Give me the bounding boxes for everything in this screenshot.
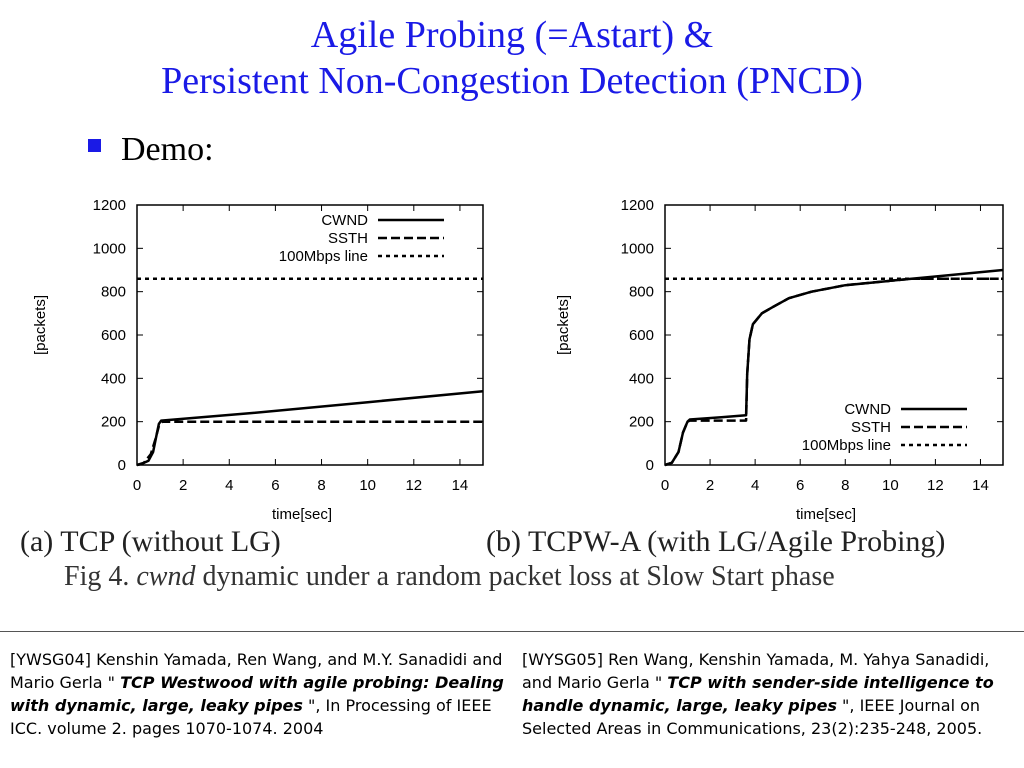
series-line-cwnd	[664, 268, 1004, 467]
reference-ywsg04-title: TCP Westwood with agile probing: Dealing…	[10, 673, 504, 715]
x-tick-label: 10	[882, 477, 899, 494]
plot-frame	[136, 204, 484, 466]
y-tick-label: 1000	[93, 240, 126, 257]
figure-caption-prefix: Fig 4.	[64, 561, 130, 592]
y-tick-label: 400	[629, 370, 654, 387]
legend-label-100mbps-line: 100Mbps line	[279, 248, 368, 265]
figure-caption-italic: cwnd	[136, 561, 196, 592]
x-tick-label: 4	[225, 477, 233, 494]
y-axis-label: [packets]	[32, 295, 49, 355]
series-line-ssth	[664, 277, 1003, 467]
x-tick-label: 8	[317, 477, 325, 494]
y-tick-label: 600	[629, 327, 654, 344]
y-axis-label: [packets]	[555, 295, 572, 355]
legend-label-ssth: SSTH	[328, 230, 368, 247]
legend-label-cwnd: CWND	[321, 212, 368, 229]
x-tick-label: 14	[972, 477, 989, 494]
figure-caption: Fig 4. cwnd dynamic under a random packe…	[64, 560, 835, 594]
y-tick-label: 400	[101, 370, 126, 387]
legend-label-cwnd: CWND	[844, 401, 891, 418]
x-tick-label: 12	[927, 477, 944, 494]
y-tick-label: 200	[101, 414, 126, 431]
y-tick-label: 1200	[93, 197, 126, 214]
reference-wysg05-venue: ", IEEE Journal on Selected Areas in Com…	[522, 696, 983, 738]
reference-ywsg04: [YWSG04] Kenshin Yamada, Ren Wang, and M…	[10, 648, 505, 740]
x-tick-label: 14	[452, 477, 469, 494]
x-tick-label: 8	[841, 477, 849, 494]
slide-title: Agile Probing (=Astart) & Persistent Non…	[0, 12, 1024, 104]
series-line-cwnd	[136, 390, 484, 467]
y-tick-label: 800	[629, 284, 654, 301]
square-bullet-icon	[88, 138, 101, 152]
slide-title-line-1: Agile Probing (=Astart) &	[310, 14, 714, 56]
plot-frame	[664, 204, 1004, 466]
x-tick-label: 10	[359, 477, 376, 494]
divider	[0, 631, 1024, 632]
x-tick-label: 4	[751, 477, 759, 494]
bullet-item: Demo:	[88, 130, 214, 170]
y-tick-label: 0	[646, 457, 654, 474]
x-tick-label: 6	[796, 477, 804, 494]
caption-b: (b) TCPW-A (with LG/Agile Probing)	[486, 525, 946, 558]
reference-ywsg04-authors: [YWSG04] Kenshin Yamada, Ren Wang, and M…	[10, 650, 503, 692]
y-tick-label: 1000	[621, 240, 654, 257]
cwnd-chart-tcp: 0 200 400 600 800 1000 1200 0 2 4 6 8 10 12 14 time[sec…	[32, 197, 484, 523]
x-tick-label: 2	[179, 477, 187, 494]
bullet-text: Demo:	[121, 131, 214, 168]
slide-title-line-2: Persistent Non-Congestion Detection (PNC…	[161, 60, 863, 102]
y-tick-label: 0	[118, 457, 126, 474]
y-tick-label: 800	[101, 284, 126, 301]
y-tick-label: 200	[629, 414, 654, 431]
x-tick-label: 12	[405, 477, 422, 494]
x-tick-label: 0	[133, 477, 141, 494]
x-axis-label: time[sec]	[272, 506, 332, 523]
legend-label-ssth: SSTH	[851, 419, 891, 436]
caption-a: (a) TCP (without LG)	[20, 525, 281, 558]
legend-label-100mbps-line: 100Mbps line	[802, 437, 891, 454]
y-tick-label: 1200	[621, 197, 654, 214]
x-tick-label: 0	[661, 477, 669, 494]
figure-caption-text: dynamic under a random packet loss at Sl…	[202, 561, 835, 592]
y-tick-label: 600	[101, 327, 126, 344]
series-line-ssth	[136, 420, 483, 467]
x-axis-label: time[sec]	[796, 506, 856, 523]
reference-wysg05-title: TCP with sender-side intelligence to han…	[522, 673, 994, 715]
cwnd-chart-tcpw-a: 0 200 400 600 800 1000 1200 0 2 4 6 8 10 12 14 time[sec…	[555, 197, 1004, 523]
x-tick-label: 2	[706, 477, 714, 494]
reference-wysg05: [WYSG05] Ren Wang, Kenshin Yamada, M. Ya…	[522, 648, 1022, 740]
reference-wysg05-authors: [WYSG05] Ren Wang, Kenshin Yamada, M. Ya…	[522, 650, 990, 692]
x-tick-label: 6	[271, 477, 279, 494]
reference-ywsg04-venue: ", In Processing of IEEE ICC. volume 2. …	[10, 696, 492, 738]
